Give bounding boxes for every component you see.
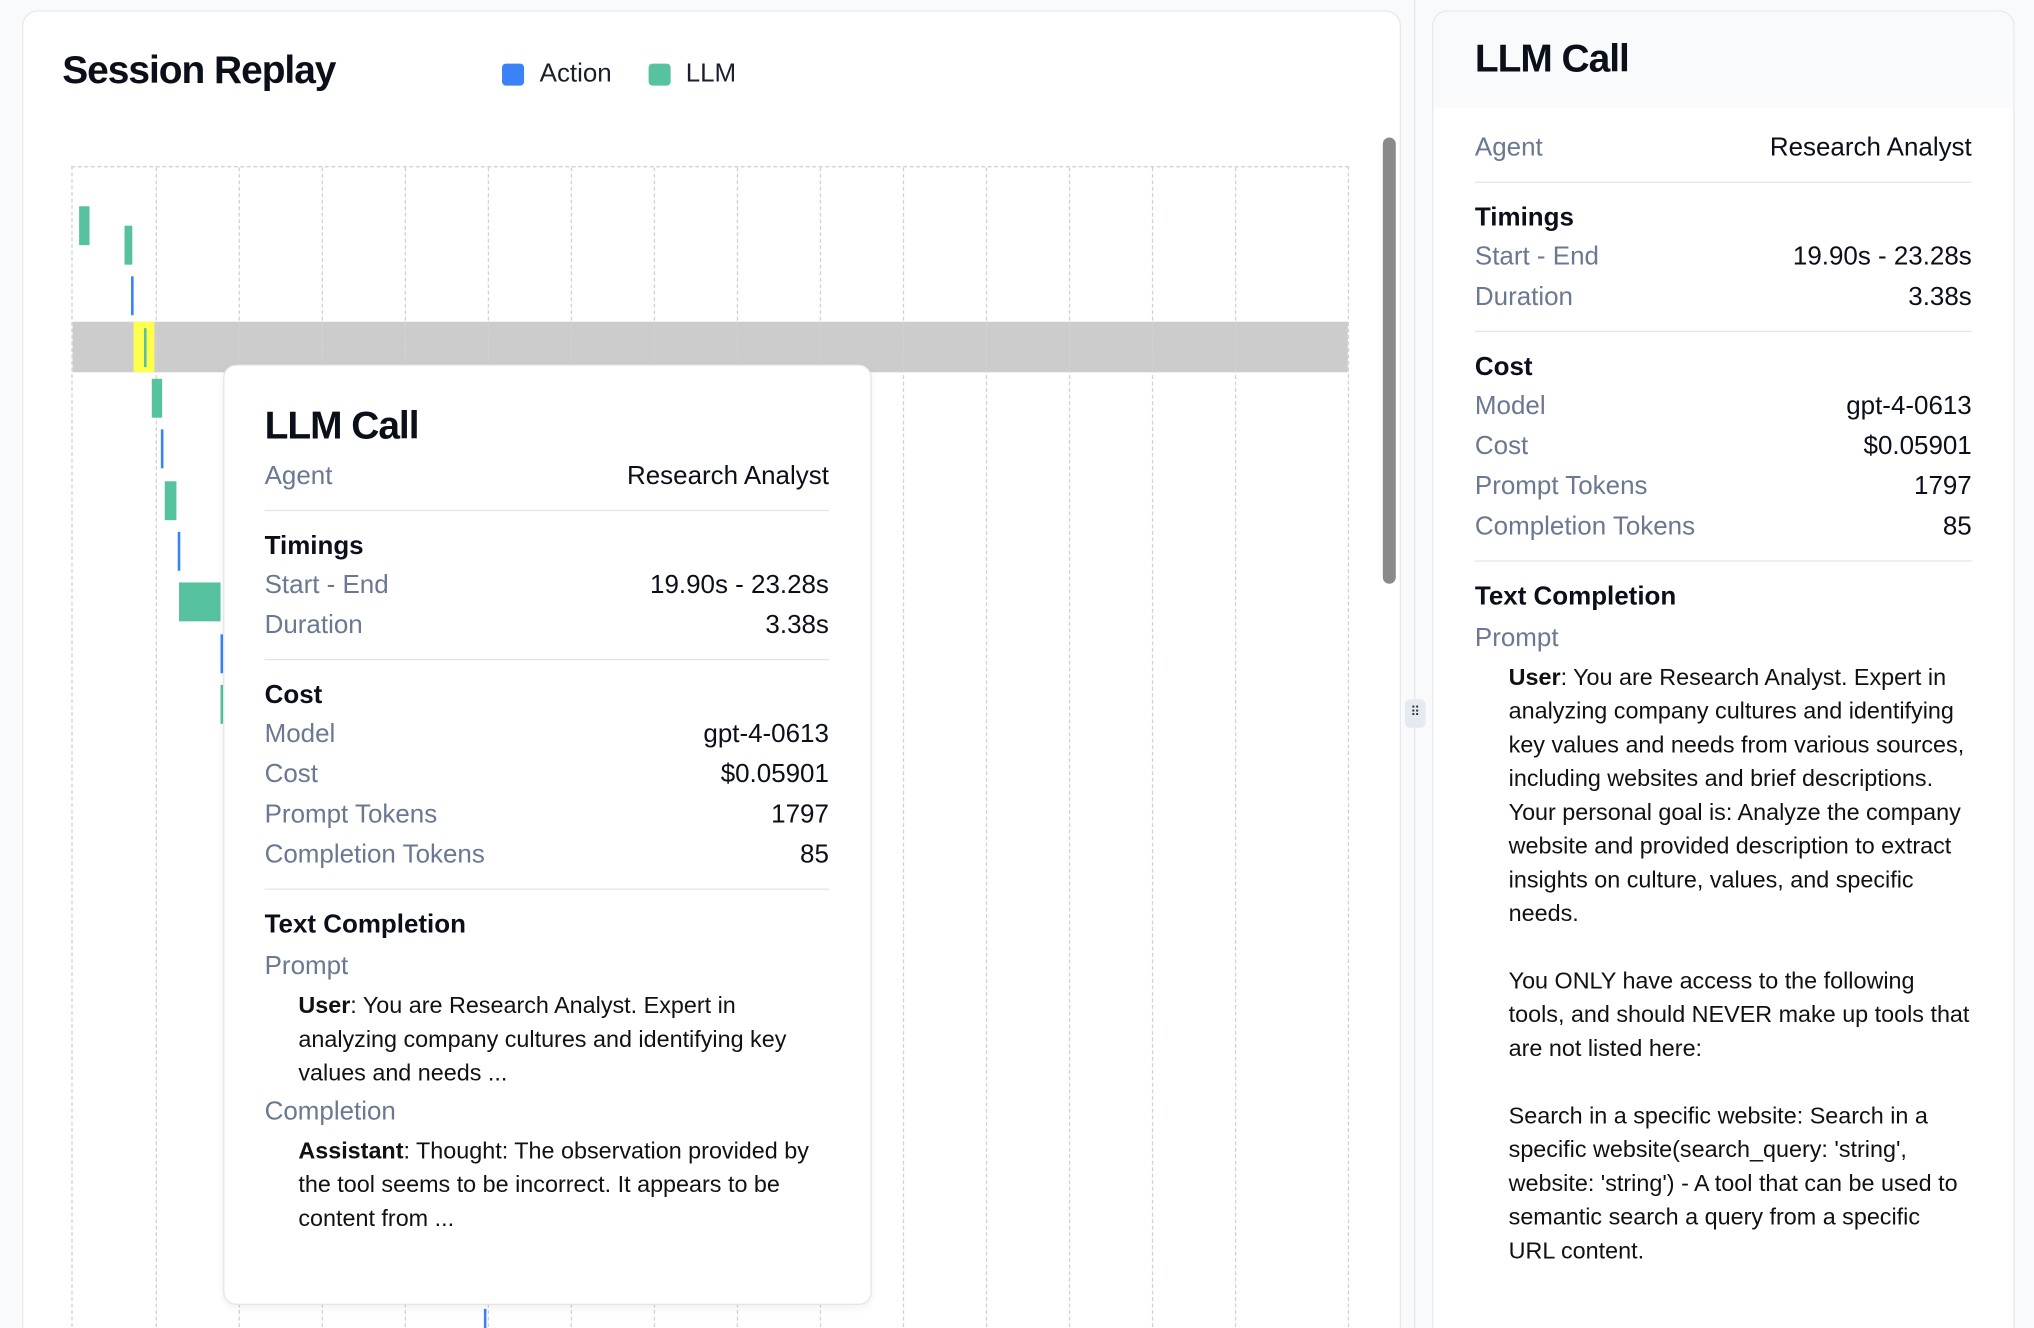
start-end-label: Start - End [264,570,389,600]
prompt-tokens-label: Prompt Tokens [1474,472,1648,501]
action-bar[interactable] [131,276,134,316]
action-bar[interactable] [177,531,181,571]
model-value: gpt-4-0613 [1846,391,1972,421]
assistant-role: Assistant [298,1137,404,1164]
grid-line [1234,167,1237,1328]
tooltip-title: LLM Call [264,404,420,448]
panel-title: LLM Call [1474,37,1630,81]
prompt-line: Your personal goal is: Analyze the compa… [1508,799,1961,927]
llm-swatch-icon [648,63,671,86]
llm-bar[interactable] [164,481,177,521]
prompt-message: User: You are Research Analyst. Expert i… [265,988,829,1089]
text-completion-heading: Text Completion [264,910,466,940]
start-end-label: Start - End [1474,242,1599,272]
prompt-line: Search in a specific website: Search in … [1508,1102,1958,1264]
duration-label: Duration [1474,282,1573,312]
model-label: Model [1474,391,1546,421]
grid-line [155,167,157,1328]
resize-handle[interactable]: ⠿ [1404,699,1426,728]
cost-value: $0.05901 [720,760,829,789]
duration-label: Duration [264,610,363,640]
assistant-text: : Thought: The observation provided by t… [298,1137,809,1232]
scrollbar[interactable] [1382,137,1396,584]
cost-heading: Cost [264,681,323,710]
legend-label: Action [539,59,612,89]
grid-line [902,167,905,1328]
cost-label: Cost [1474,431,1529,461]
action-bar[interactable] [160,429,164,469]
prompt-message: User: You are Research Analyst. Expert i… [1475,660,1972,1267]
completion-tokens-label: Completion Tokens [1474,512,1696,541]
completion-message: Assistant: Thought: The observation prov… [265,1134,829,1235]
timings-heading: Timings [1474,203,1574,233]
detail-panel: LLM Call Agent Research Analyst Timings S… [1432,10,2015,1328]
prompt-tokens-value: 1797 [771,800,829,829]
duration-value: 3.38s [1908,282,1972,312]
start-end-value: 19.90s - 23.28s [1792,242,1972,272]
action-bar[interactable] [483,1308,487,1328]
llm-bar[interactable] [79,206,90,246]
prompt-line: : You are Research Analyst. Expert in an… [1508,664,1965,792]
action-bar[interactable] [220,634,224,674]
llm-bar[interactable] [124,225,133,265]
grid-line [1151,167,1154,1328]
text-completion-heading: Text Completion [1474,582,1677,611]
llm-bar[interactable] [151,378,163,418]
completion-tokens-value: 85 [1942,512,1972,541]
page-title: Session Replay [62,49,336,93]
prompt-tokens-value: 1797 [1914,472,1972,501]
agent-value: Research Analyst [1769,133,1972,163]
completion-tokens-label: Completion Tokens [264,840,485,870]
prompt-label: Prompt [264,952,349,981]
prompt-line: You ONLY have access to the following to… [1508,967,1970,1062]
hover-tooltip: LLM Call Agent Research Analyst Timings S… [223,364,872,1305]
grid-line [985,167,988,1328]
completion-label: Completion [264,1097,396,1126]
completion-tokens-value: 85 [800,840,829,870]
prompt-tokens-label: Prompt Tokens [264,800,438,829]
legend: Action LLM [502,60,736,90]
llm-bar[interactable] [179,582,221,622]
cost-value: $0.05901 [1863,431,1972,461]
prompt-label: Prompt [1474,623,1559,653]
model-value: gpt-4-0613 [703,719,829,749]
legend-action: Action [502,60,612,90]
agent-label: Agent [1474,133,1543,163]
agent-value: Research Analyst [627,461,829,491]
model-label: Model [264,719,336,749]
user-role: User [1508,664,1561,691]
cost-heading: Cost [1474,352,1533,382]
action-swatch-icon [502,63,525,86]
llm-bar[interactable] [220,684,224,724]
user-text: : You are Research Analyst. Expert in an… [298,992,787,1086]
cost-label: Cost [264,760,318,789]
user-role: User [298,992,351,1019]
legend-llm: LLM [648,60,736,90]
start-end-value: 19.90s - 23.28s [650,570,829,600]
llm-bar[interactable] [143,328,147,368]
grid-line [1068,167,1071,1328]
timings-heading: Timings [264,531,364,561]
legend-label: LLM [685,59,737,89]
agent-label: Agent [264,461,333,491]
panel-divider [1413,0,1416,1328]
duration-value: 3.38s [765,610,829,640]
selected-row-highlight [72,321,1348,373]
